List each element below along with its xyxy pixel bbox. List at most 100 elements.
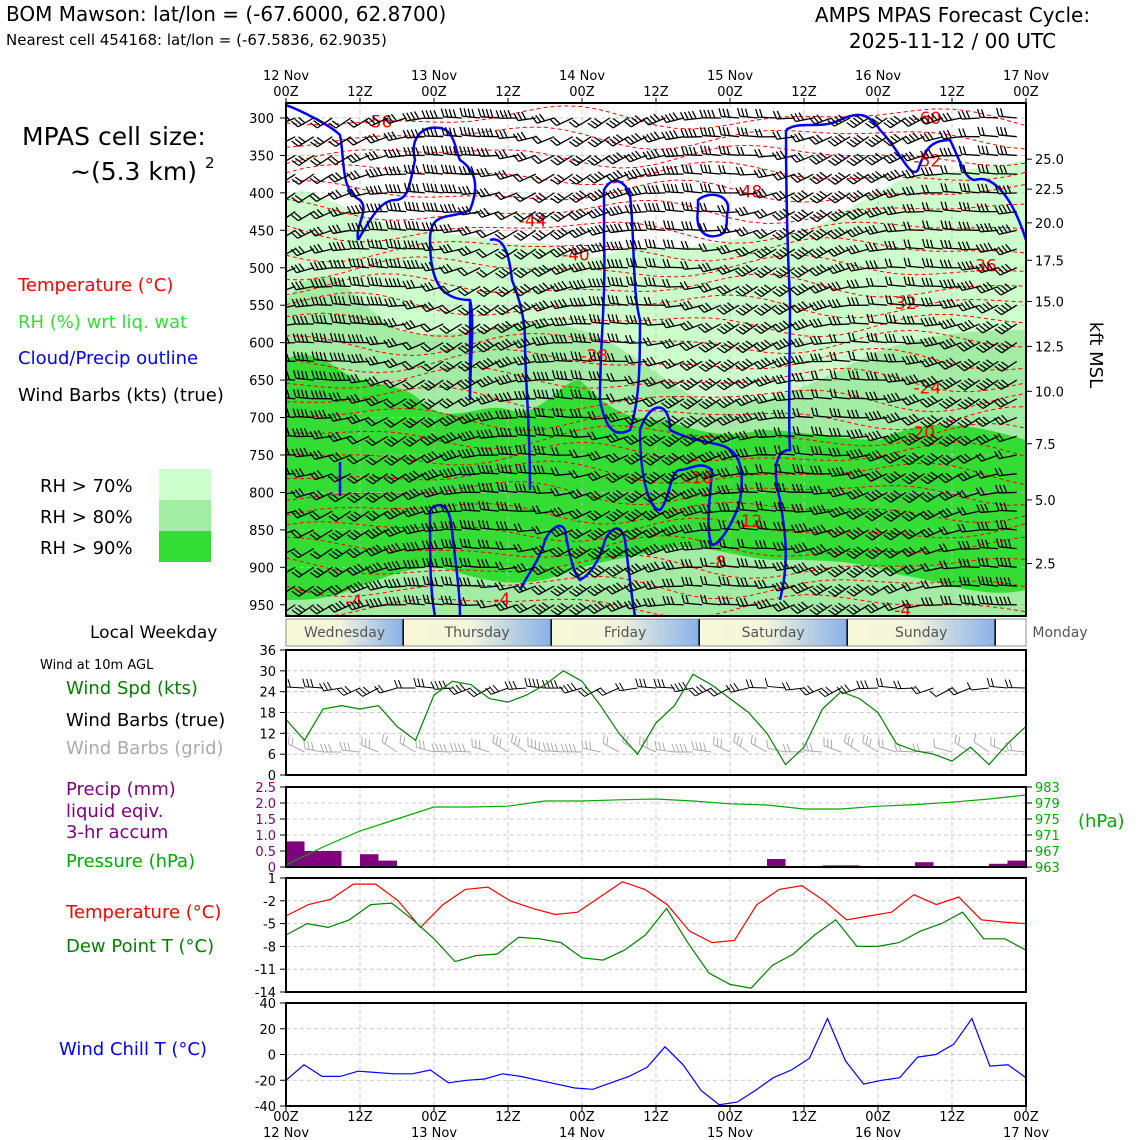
barb-feather [352,295,356,305]
barb-feather [684,128,689,138]
barb-staff [684,529,703,534]
barb-staff [758,508,777,512]
barb-feather [316,490,324,498]
barb-feather [642,135,649,143]
barb-feather [1006,185,1012,194]
wind-barb [662,183,684,194]
wind-barb [402,360,426,371]
barb-feather [383,319,390,328]
barb-staff [797,211,814,222]
wind-barb [791,503,814,513]
barb-feather [273,550,279,556]
barb-feather [512,307,521,314]
barb-staff [315,210,333,220]
barb-feather [738,268,746,275]
barb-feather [726,108,730,118]
barb-feather [483,411,490,420]
barb-feather [498,393,504,402]
wind-barb [286,173,296,181]
wind-barb [827,190,851,204]
wind-barb [569,428,592,438]
barb-staff [372,510,389,522]
barb-feather [999,502,1004,511]
barb-feather [568,141,577,148]
barb-feather [594,208,601,216]
barb-feather [392,297,397,307]
barb-feather [864,534,873,541]
barb-feather [779,150,786,159]
barb-staff [758,116,777,119]
barb-feather [317,243,324,252]
barb-feather [321,260,327,269]
barb-feather [421,110,426,119]
barb-feather [980,109,985,118]
barb-feather [939,279,944,289]
barb-feather [901,377,908,386]
barb-staff [445,304,463,315]
barb-staff [574,510,592,520]
barb-feather [995,502,1000,511]
barb-feather [605,191,612,199]
barb-staff [832,377,851,381]
isotherm [286,535,1026,558]
barb-staff [667,379,685,390]
barb-feather [960,382,969,389]
barb-staff [665,227,684,231]
barb-feather [370,276,375,286]
barb-feather [570,369,574,379]
wind-barb [772,227,796,241]
barb-feather [592,371,597,380]
wind-barb [940,183,962,194]
barb-feather [613,223,619,232]
barb-feather [611,295,615,304]
barb-feather [757,209,764,218]
wind-barb [605,134,629,147]
barb-staff [739,454,758,458]
wind-barb [642,376,666,387]
barb-staff [351,360,370,364]
barb-feather [668,113,675,121]
barb-feather [901,170,908,179]
barb-feather [551,407,556,417]
barb-feather [909,186,915,195]
wind-barb [791,390,814,400]
barb-feather [740,146,745,156]
barb-feather [738,207,745,216]
barb-feather [894,392,901,401]
barb-feather [389,202,393,211]
wind-barb [975,434,999,445]
barb-feather [368,134,376,143]
barb-feather [945,398,954,405]
barb-feather [794,194,802,201]
wind-barb [956,489,980,499]
barb-feather [383,381,391,389]
barb-feather [501,248,510,256]
wind-barb [365,491,389,503]
barb-staff [702,190,721,194]
barb-feather [279,371,281,379]
wind-barb [623,150,647,163]
barb-feather [744,127,749,137]
barb-feather [716,401,724,409]
wind-barb [808,299,832,311]
barb-feather [980,504,985,513]
wind-barb [698,378,722,391]
barb-staff [758,398,777,404]
barb-staff [961,229,980,231]
barb-feather [442,344,451,351]
barb-feather [777,502,782,511]
barb-feather [450,449,457,458]
barb-feather [851,389,856,399]
barb-feather [495,427,500,437]
barb-feather [790,155,798,163]
barb-feather [522,427,527,436]
barb-feather [946,299,952,308]
barb-feather [555,370,560,380]
barb-feather [461,287,469,295]
barb-feather [292,428,297,437]
barb-feather [761,411,767,420]
wind-barb [827,262,851,275]
barb-feather [816,525,823,534]
barb-feather [495,521,500,530]
barb-feather [716,365,725,372]
